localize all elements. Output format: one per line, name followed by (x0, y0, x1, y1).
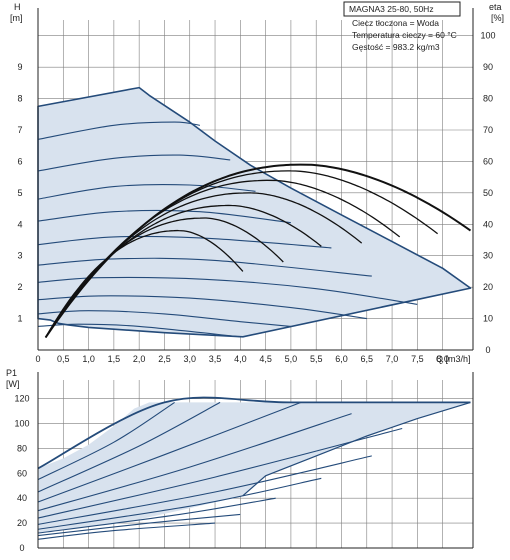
head-tick-label: 6 (17, 156, 22, 166)
power-curve-8 (37, 477, 322, 530)
head-curves (37, 121, 418, 338)
head-curve-10 (37, 323, 241, 338)
flow-tick-label: 6,5 (361, 354, 374, 364)
power-tick-label: 120 (14, 394, 29, 404)
power-tick-label: 60 (17, 468, 27, 478)
efficiency-curve-6 (45, 217, 284, 338)
power-curve-5 (37, 413, 352, 512)
head-tick-label: 3 (17, 251, 22, 261)
power-curve-10 (37, 513, 241, 537)
head-curve-9 (37, 310, 291, 327)
power-envelope (38, 402, 471, 534)
title-box (343, 1, 461, 17)
note-density: Gęstość = 983.2 kg/m3 (352, 42, 440, 52)
power-curve-11 (37, 522, 216, 540)
flow-tick-label: 4,0 (234, 354, 247, 364)
head-curve-3 (37, 183, 256, 200)
head-tick-labels: 0 0,5 1,0 1,5 2,0 2,5 3,0 3,5 4,0 4,5 5,0 5,5 6,0 6,5… (17, 31, 495, 364)
power-curve-1 (37, 396, 471, 470)
head-axes (37, 8, 474, 351)
flow-tick-label: 1,5 (108, 354, 121, 364)
efficiency-curve-5 (45, 204, 322, 338)
efficiency-curves (44, 163, 472, 338)
head-tick-label: 7 (17, 125, 22, 135)
head-curve-6 (37, 257, 372, 277)
flow-tick-label: 0 (35, 354, 40, 364)
eta-tick-label: 70 (483, 125, 493, 135)
flow-tick-label: 3,0 (183, 354, 196, 364)
flow-tick-label: 2,5 (158, 354, 171, 364)
head-tick-label: 1 (17, 314, 22, 324)
eta-tick-label: 90 (483, 62, 493, 72)
flow-tick-label: 5,5 (310, 354, 323, 364)
flow-tick-label: 4,5 (259, 354, 272, 364)
eta-tick-label: 20 (483, 282, 493, 292)
flow-tick-label: 2,0 (133, 354, 146, 364)
head-tick-label: 8 (17, 94, 22, 104)
eta-tick-label: 80 (483, 94, 493, 104)
flow-tick-label: 7,0 (386, 354, 399, 364)
flow-axis-label: Q [m3/h] (436, 354, 471, 364)
head-axis-label-2: [m] (10, 13, 23, 23)
power-tick-label: 20 (17, 518, 27, 528)
power-curve-7 (37, 455, 372, 525)
power-tick-labels: 0 20 40 60 80 100 120 (14, 394, 29, 553)
flow-tick-label: 7,5 (411, 354, 424, 364)
eta-tick-label: 10 (483, 314, 493, 324)
head-curve-5 (37, 235, 332, 249)
flow-tick-label: 0,5 (57, 354, 70, 364)
head-curve-4 (37, 209, 291, 224)
eta-axis-label-1: eta (489, 2, 502, 12)
power-axis-label-1: P1 (6, 368, 17, 378)
power-curve-9 (37, 497, 276, 534)
eta-tick-label: 60 (483, 156, 493, 166)
note-temperature: Temperatura cieczy = 60 °C (352, 30, 457, 40)
power-curve-3 (37, 401, 221, 493)
head-tick-label: 4 (17, 219, 22, 229)
power-tick-label: 0 (19, 543, 24, 553)
efficiency-curve-7 (45, 229, 244, 338)
flow-tick-label: 6,0 (335, 354, 348, 364)
power-boundary (242, 401, 471, 497)
eta-tick-label: 30 (483, 251, 493, 261)
power-axes (37, 372, 474, 549)
head-tick-label: 2 (17, 282, 22, 292)
eta-tick-label: 100 (480, 31, 495, 41)
power-area (38, 402, 471, 534)
eta-axis-label-2: [%] (491, 13, 504, 23)
head-curve-2 (37, 154, 231, 172)
head-curve-8 (37, 295, 367, 320)
power-curve-2 (37, 401, 175, 481)
power-tick-label: 100 (14, 419, 29, 429)
flow-tick-label: 1,0 (82, 354, 95, 364)
note-liquid: Ciecz tłoczona = Woda (352, 18, 439, 28)
power-tick-label: 80 (17, 443, 27, 453)
power-curves (37, 396, 471, 540)
chart-title: MAGNA3 25-80, 50Hz (349, 4, 434, 14)
head-axis-label-1: H (14, 2, 21, 12)
power-axis-label-2: [W] (6, 379, 20, 389)
head-tick-label: 9 (17, 62, 22, 72)
head-curve-1 (37, 121, 200, 140)
head-tick-label: 5 (17, 188, 22, 198)
eta-tick-label: 0 (485, 345, 490, 355)
eta-tick-label: 40 (483, 219, 493, 229)
flow-tick-label: 5,0 (285, 354, 298, 364)
eta-tick-label: 50 (483, 188, 493, 198)
power-curve-4 (37, 401, 302, 503)
flow-tick-label: 8,0 (436, 354, 449, 364)
power-tick-label: 40 (17, 493, 27, 503)
flow-tick-label: 3,5 (209, 354, 222, 364)
